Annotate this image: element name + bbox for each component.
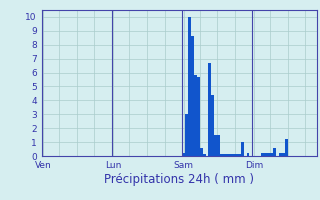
Bar xyxy=(220,154,223,156)
Bar xyxy=(270,153,273,156)
Bar xyxy=(194,75,197,156)
Bar xyxy=(279,153,282,156)
Bar xyxy=(232,154,235,156)
Bar xyxy=(214,135,217,156)
Bar xyxy=(267,153,270,156)
Bar xyxy=(284,139,288,156)
Bar xyxy=(208,63,212,156)
Bar xyxy=(200,148,203,156)
Bar xyxy=(212,95,214,156)
Bar xyxy=(226,154,229,156)
Bar xyxy=(246,153,250,156)
Bar xyxy=(223,154,226,156)
Bar xyxy=(229,154,232,156)
Bar xyxy=(282,153,284,156)
Bar xyxy=(241,142,244,156)
Bar xyxy=(261,153,264,156)
Bar xyxy=(182,153,185,156)
Bar xyxy=(191,36,194,156)
Bar xyxy=(185,114,188,156)
Bar xyxy=(188,17,191,156)
Bar xyxy=(203,154,205,156)
Bar xyxy=(197,77,200,156)
Bar xyxy=(264,153,267,156)
Bar xyxy=(235,154,238,156)
Bar xyxy=(238,154,241,156)
X-axis label: Précipitations 24h ( mm ): Précipitations 24h ( mm ) xyxy=(104,173,254,186)
Bar xyxy=(217,135,220,156)
Bar xyxy=(273,148,276,156)
